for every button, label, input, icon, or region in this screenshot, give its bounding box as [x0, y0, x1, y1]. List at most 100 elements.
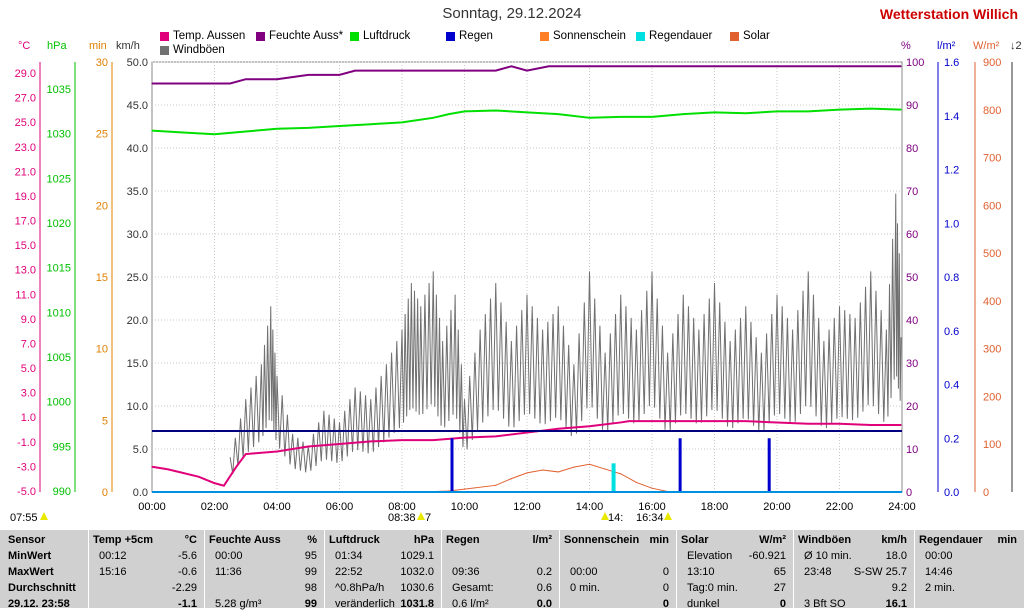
data-point: [870, 108, 872, 110]
x-tick-label: 10:00: [451, 501, 479, 513]
temp-tick-label: -5.0: [17, 486, 36, 498]
data-point: [745, 112, 747, 114]
data-point: [713, 65, 716, 67]
legend-swatch: [256, 31, 265, 41]
stats-col-5: Solar W/m² Elevation -60.921 13:10 65 Tag:0 mi…: [676, 530, 794, 610]
data-point: [463, 488, 466, 490]
data-point: [604, 468, 606, 470]
stats-cell-label: 15:16: [99, 566, 127, 578]
row-label-min: MinWert: [8, 550, 52, 562]
data-point: [276, 78, 278, 80]
stats-cell-value: 0: [662, 582, 669, 594]
data-point: [182, 131, 184, 134]
stats-col-4: Sonnenschein min 00:00 0 0 min. 0 0: [559, 530, 677, 610]
x-tick-label: 00:00: [138, 501, 166, 513]
pressure-tick-label: 990: [53, 486, 71, 498]
rain-bar: [678, 438, 682, 492]
temp-tick-label: 11.0: [15, 289, 36, 301]
temp-tick-label: -1.0: [17, 437, 36, 449]
data-point: [510, 65, 512, 67]
data-point: [900, 108, 902, 111]
rain-tick-label: 0.6: [944, 326, 959, 338]
data-point: [900, 65, 902, 67]
stats-cell-value: 16.1: [885, 598, 907, 610]
stats-col-unit: %: [307, 534, 317, 546]
pressure-axis-unit: hPa: [47, 40, 67, 52]
temp-tick-label: 19.0: [15, 191, 36, 203]
rain-tick-label: 0.2: [944, 433, 959, 445]
humidity-tick-label: 100: [906, 57, 924, 69]
stats-col-unit: W/m²: [759, 534, 786, 546]
humidity-tick-label: 70: [906, 186, 918, 198]
pressure-tick-label: 1020: [47, 218, 71, 230]
temp-tick-label: 23.0: [15, 142, 36, 154]
stats-col-head: Feuchte Auss: [209, 534, 281, 546]
minutes-tick-label: 5: [102, 415, 108, 427]
stats-col-head: Windböen: [798, 534, 852, 546]
extra-axis-unit: ↓2: [1010, 40, 1022, 52]
stats-cell-label: Ø 10 min.: [804, 550, 852, 562]
stats-cell-label: 11:36: [215, 566, 242, 578]
data-point: [776, 110, 778, 113]
data-point: [495, 109, 497, 112]
wind-tick-label: 20.0: [127, 315, 148, 327]
data-point: [557, 471, 559, 473]
stats-cell-value: 99: [304, 566, 317, 578]
stats-cell-value: 1030.6: [400, 582, 434, 594]
data-point: [463, 70, 466, 72]
stats-cell-value: -5.6: [178, 550, 197, 562]
data-point: [838, 108, 841, 111]
humidity-tick-label: 40: [906, 315, 918, 327]
solar-tick-label: 400: [983, 296, 1001, 308]
sunrise-marker: [40, 512, 48, 520]
stats-cell-label: Gesamt:: [452, 582, 494, 594]
data-point: [526, 472, 528, 474]
station-name: Wetterstation Willich: [879, 6, 1018, 22]
rain-tick-label: 1.2: [944, 165, 959, 177]
humidity-tick-label: 10: [906, 444, 918, 456]
stats-col-head: Luftdruck: [329, 534, 380, 546]
stats-col-unit: hPa: [413, 534, 434, 546]
wind-tick-label: 30.0: [127, 229, 148, 241]
stats-cell-label: 00:12: [99, 550, 127, 562]
sunshine-marker-label: 7: [425, 512, 432, 524]
data-point: [213, 482, 216, 484]
stats-col-unit: km/h: [881, 534, 907, 546]
stats-cell-label: 14:46: [925, 566, 953, 578]
stats-cell-value: S-SW 25.7: [853, 566, 907, 578]
data-point: [151, 82, 153, 85]
stats-col-7: Regendauer min 00:00 14:46 2 min.: [914, 530, 1024, 608]
sunset-marker: [664, 512, 672, 520]
x-tick-label: 02:00: [201, 501, 229, 513]
stats-cell-label: ^0.8hPa/h: [335, 582, 385, 594]
data-point: [338, 125, 341, 127]
data-point: [542, 469, 544, 471]
data-point: [213, 133, 216, 135]
temp-tick-label: -3.0: [17, 461, 36, 473]
data-point: [198, 476, 200, 478]
data-point: [588, 425, 591, 427]
temp-tick-label: 9.0: [21, 314, 36, 326]
data-point: [448, 113, 450, 115]
humidity-tick-label: 90: [906, 100, 918, 112]
stats-cell-value: 1032.0: [400, 566, 434, 578]
solar-tick-label: 300: [983, 344, 1001, 356]
humidity-tick-label: 20: [906, 401, 918, 413]
data-point: [651, 65, 653, 67]
wind-tick-label: 35.0: [127, 186, 148, 198]
legend-item: Sonnenschein: [540, 30, 626, 42]
data-point: [354, 70, 356, 72]
stats-cell-label: 22:52: [335, 566, 363, 578]
solar-tick-label: 800: [983, 105, 1001, 117]
data-point: [807, 423, 809, 425]
data-point: [401, 70, 403, 72]
series-line-windboeen: [229, 193, 902, 474]
stats-cell-value: 65: [773, 566, 786, 578]
data-point: [628, 420, 630, 422]
stats-col-unit: l/m²: [532, 534, 552, 546]
stats-col-head: Solar: [681, 534, 709, 546]
solar-tick-label: 700: [983, 153, 1001, 165]
wind-tick-label: 50.0: [127, 57, 148, 69]
wind-axis-unit: km/h: [116, 40, 140, 52]
series-line-temp-aussen: [151, 420, 902, 487]
